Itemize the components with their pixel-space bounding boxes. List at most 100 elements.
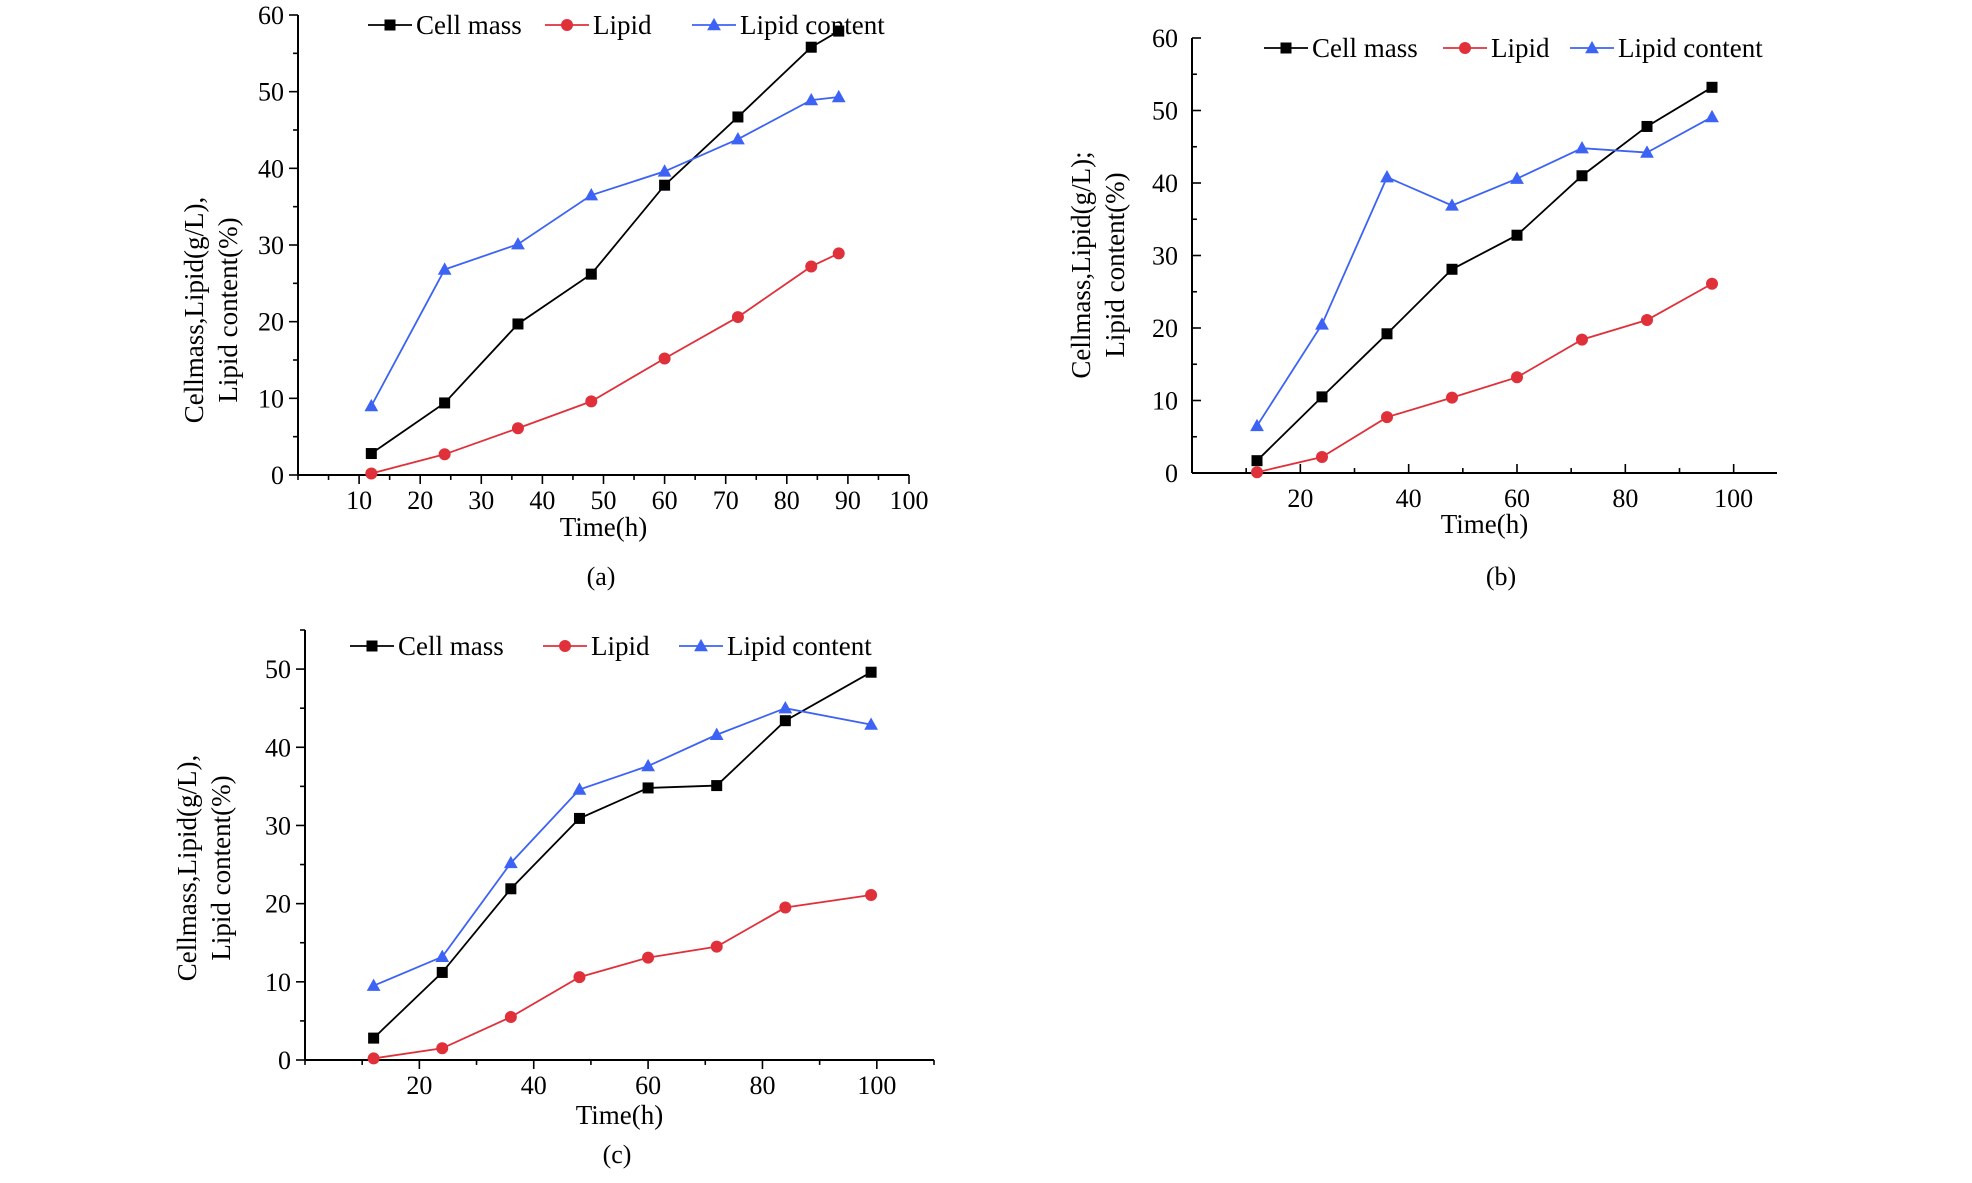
- legend-label: Lipid: [1491, 33, 1550, 63]
- y-tick-label: 30: [1152, 242, 1178, 271]
- series-line: [370, 30, 840, 455]
- data-point: [657, 164, 672, 177]
- y-tick-label: 10: [258, 384, 284, 413]
- data-point: [1315, 317, 1329, 330]
- data-point: [365, 467, 378, 480]
- data-point: [1445, 198, 1459, 211]
- data-point: [732, 111, 744, 123]
- x-tick-label: 100: [890, 486, 929, 515]
- x-tick-label: 50: [591, 486, 617, 515]
- legend-marker: [559, 640, 571, 652]
- data-point: [511, 237, 525, 250]
- data-point: [779, 901, 792, 914]
- panel-label: (c): [603, 1140, 632, 1169]
- x-tick-label: 90: [835, 486, 861, 515]
- series-line: [371, 252, 840, 475]
- x-tick-label: 40: [529, 486, 555, 515]
- y-tick-label: 30: [265, 811, 291, 840]
- data-point: [1446, 263, 1458, 275]
- data-point: [805, 260, 818, 273]
- y-tick-label: 20: [1152, 314, 1178, 343]
- data-point: [658, 352, 671, 365]
- y-tick-label: 10: [1152, 387, 1178, 416]
- y-tick-label: 20: [258, 308, 284, 337]
- data-point: [778, 701, 793, 714]
- data-point: [1380, 170, 1394, 183]
- data-point: [1575, 141, 1589, 154]
- data-point: [1706, 81, 1718, 93]
- data-point: [659, 179, 671, 191]
- x-axis-title: Time(h): [576, 1100, 664, 1130]
- y-tick-label: 60: [1152, 24, 1178, 53]
- data-point: [573, 971, 586, 984]
- legend-marker: [1280, 42, 1292, 54]
- y-tick-label: 10: [265, 968, 291, 997]
- data-point: [436, 966, 448, 978]
- chart-panel-c: 20 40 60 80 100 0 10 20 30 40 50 Time(h) Cellmass,Li…: [172, 629, 935, 1169]
- data-point: [505, 883, 517, 895]
- data-point: [710, 940, 723, 953]
- x-tick-label: 80: [1612, 484, 1638, 513]
- y-tick-label: 50: [265, 655, 291, 684]
- data-point: [1641, 120, 1653, 132]
- data-point: [831, 89, 846, 103]
- y-axis-title: Cellmass,Lipid(g/L);: [1066, 151, 1096, 378]
- y-axis-title: Lipid content(%): [1100, 172, 1130, 357]
- data-point: [365, 448, 377, 460]
- y-axis-title: Cellmass,Lipid(g/L),: [179, 197, 209, 423]
- data-point: [731, 132, 745, 145]
- data-point: [439, 397, 451, 409]
- legend-label: Lipid content: [740, 10, 885, 40]
- data-point: [1576, 170, 1588, 182]
- data-point: [368, 1032, 380, 1044]
- legend-marker: [384, 19, 396, 31]
- data-point: [511, 422, 524, 435]
- x-axis-title: Time(h): [1441, 509, 1529, 539]
- data-point: [437, 262, 452, 275]
- legend-marker: [694, 638, 708, 652]
- x-tick-label: 100: [1714, 484, 1753, 513]
- series-line: [1256, 282, 1713, 474]
- y-tick-label: 0: [1165, 459, 1178, 488]
- y-tick-label: 50: [258, 78, 284, 107]
- series-line: [1256, 86, 1713, 462]
- panel-label: (b): [1486, 562, 1516, 591]
- data-point: [642, 951, 655, 964]
- data-point: [573, 812, 585, 824]
- data-point: [1640, 145, 1654, 158]
- x-tick-label: 60: [635, 1071, 661, 1100]
- y-tick-label: 40: [265, 733, 291, 762]
- series-line: [372, 671, 872, 1039]
- legend-label: Lipid content: [727, 631, 872, 661]
- data-point: [366, 978, 381, 991]
- legend-marker: [561, 19, 573, 31]
- data-point: [641, 758, 655, 772]
- data-point: [1510, 171, 1524, 184]
- y-axis-title: Cellmass,Lipid(g/L),: [172, 755, 202, 981]
- y-axis-title: Lipid content(%): [213, 217, 243, 402]
- y-tick-label: 60: [258, 1, 284, 30]
- series-line: [373, 707, 872, 987]
- data-point: [1576, 333, 1588, 346]
- data-point: [1641, 314, 1653, 327]
- y-axis-title: Lipid content(%): [206, 775, 236, 960]
- series-line: [373, 894, 872, 1060]
- data-point: [367, 1052, 380, 1065]
- series-line: [1256, 116, 1713, 427]
- y-tick-label: 0: [278, 1046, 291, 1075]
- chart-panel-a: 10 20 30 40 50 60 70 80 90 1000102030405060Time(h…: [179, 1, 929, 591]
- x-tick-label: 10: [346, 486, 372, 515]
- data-point: [1251, 466, 1263, 479]
- legend-label: Lipid: [593, 10, 652, 40]
- x-tick-label: 30: [468, 486, 494, 515]
- y-tick-label: 30: [258, 231, 284, 260]
- data-point: [364, 398, 379, 412]
- x-tick-label: 20: [407, 486, 433, 515]
- x-tick-label: 20: [1287, 484, 1313, 513]
- data-point: [642, 782, 654, 794]
- legend-label: Cell mass: [398, 631, 504, 661]
- data-point: [1381, 411, 1393, 424]
- legend-label: Lipid: [591, 631, 650, 661]
- data-point: [864, 717, 878, 730]
